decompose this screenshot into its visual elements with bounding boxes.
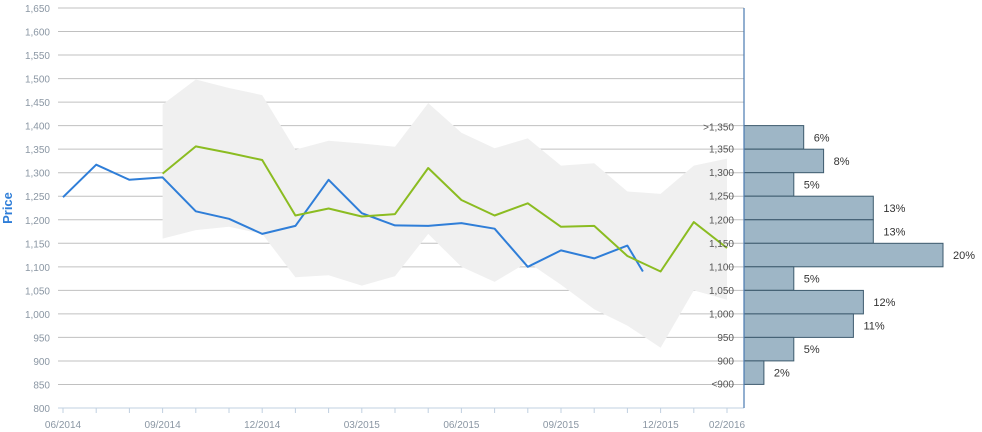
x-tick-label: 03/2015 bbox=[344, 420, 381, 431]
histogram-bar bbox=[743, 313, 854, 338]
histogram-bar bbox=[743, 242, 944, 268]
histogram-bar-label: 20% bbox=[953, 250, 975, 262]
histogram-bar-label: 12% bbox=[873, 297, 895, 309]
x-tick-label: 09/2015 bbox=[543, 420, 580, 431]
series-line-green bbox=[161, 145, 728, 273]
histogram-category-label: 1,200 bbox=[709, 215, 734, 226]
histogram-bar-label: 5% bbox=[804, 274, 820, 286]
histogram-category-label: 1,050 bbox=[709, 286, 734, 297]
y-tick-label: 1,650 bbox=[25, 4, 50, 15]
range-band bbox=[162, 79, 728, 348]
x-tick-label: 06/2015 bbox=[443, 420, 480, 431]
y-tick-label: 1,600 bbox=[25, 28, 50, 39]
axes: 800 850 900 950 1,000 1,050 1,100 1,150 1,200 1,2… bbox=[25, 4, 746, 431]
y-tick-label: 850 bbox=[33, 380, 50, 391]
histogram-category-label: 1,150 bbox=[709, 239, 734, 250]
y-tick-label: 800 bbox=[33, 404, 50, 415]
histogram-bar bbox=[743, 148, 825, 174]
y-tick-label: 1,350 bbox=[25, 145, 50, 156]
histogram-bar-label: 6% bbox=[814, 132, 830, 144]
histogram-category-label: 1,300 bbox=[709, 168, 734, 179]
y-tick-label: 1,550 bbox=[25, 51, 50, 62]
y-tick-label: 1,200 bbox=[25, 216, 50, 227]
x-tick-label: 02/2016 bbox=[709, 420, 746, 431]
histogram-category-label: 1,350 bbox=[709, 145, 734, 156]
histogram-bar-label: 11% bbox=[864, 321, 885, 333]
histogram-bar-label: 13% bbox=[883, 227, 905, 239]
y-tick-label: 1,300 bbox=[25, 169, 50, 180]
y-tick-label: 950 bbox=[33, 333, 50, 344]
histogram-category-label: 1,100 bbox=[709, 262, 734, 273]
histogram-bar-label: 13% bbox=[883, 203, 905, 215]
histogram-category-label: 950 bbox=[717, 333, 734, 344]
series-line-blue bbox=[62, 163, 644, 273]
histogram-category-label: 1,250 bbox=[709, 192, 734, 203]
histogram-bar-label: 5% bbox=[804, 180, 820, 192]
histogram-category-label: 900 bbox=[717, 356, 734, 367]
y-axis-label: Price bbox=[0, 192, 15, 224]
histogram-bar bbox=[743, 360, 765, 385]
histogram-bar bbox=[743, 336, 795, 362]
histogram-bar bbox=[743, 125, 805, 150]
distribution-histogram: >1,350 1,350 1,300 1,250 1,200 1,150 1,100 1,05… bbox=[703, 123, 975, 391]
histogram-bar bbox=[743, 172, 795, 197]
y-tick-label: 1,150 bbox=[25, 239, 50, 250]
y-tick-label: 1,400 bbox=[25, 122, 50, 133]
y-tick-label: 900 bbox=[33, 357, 50, 368]
histogram-bar bbox=[743, 195, 874, 221]
y-tick-label: 1,050 bbox=[25, 286, 50, 297]
y-tick-label: 1,450 bbox=[25, 98, 50, 109]
y-tick-label: 1,100 bbox=[25, 263, 50, 274]
range-band-area bbox=[162, 79, 728, 348]
y-tick-label: 1,000 bbox=[25, 310, 50, 321]
histogram-bar-label: 8% bbox=[834, 156, 850, 168]
histogram-bar bbox=[743, 266, 795, 291]
histogram-bar-label: 5% bbox=[804, 344, 820, 356]
line-series bbox=[62, 145, 728, 273]
histogram-category-label: 1,000 bbox=[709, 309, 734, 320]
x-tick-label: 06/2014 bbox=[45, 420, 82, 431]
histogram-bar bbox=[743, 289, 864, 315]
histogram-category-label: <900 bbox=[711, 380, 734, 391]
histogram-bar-label: 2% bbox=[774, 368, 790, 380]
x-tick-label: 12/2015 bbox=[643, 420, 680, 431]
x-tick-label: 12/2014 bbox=[244, 420, 281, 431]
y-tick-label: 1,500 bbox=[25, 75, 50, 86]
histogram-category-label: >1,350 bbox=[703, 123, 734, 134]
histogram-bar bbox=[743, 219, 874, 244]
x-tick-label: 09/2014 bbox=[145, 420, 182, 431]
y-tick-label: 1,250 bbox=[25, 192, 50, 203]
